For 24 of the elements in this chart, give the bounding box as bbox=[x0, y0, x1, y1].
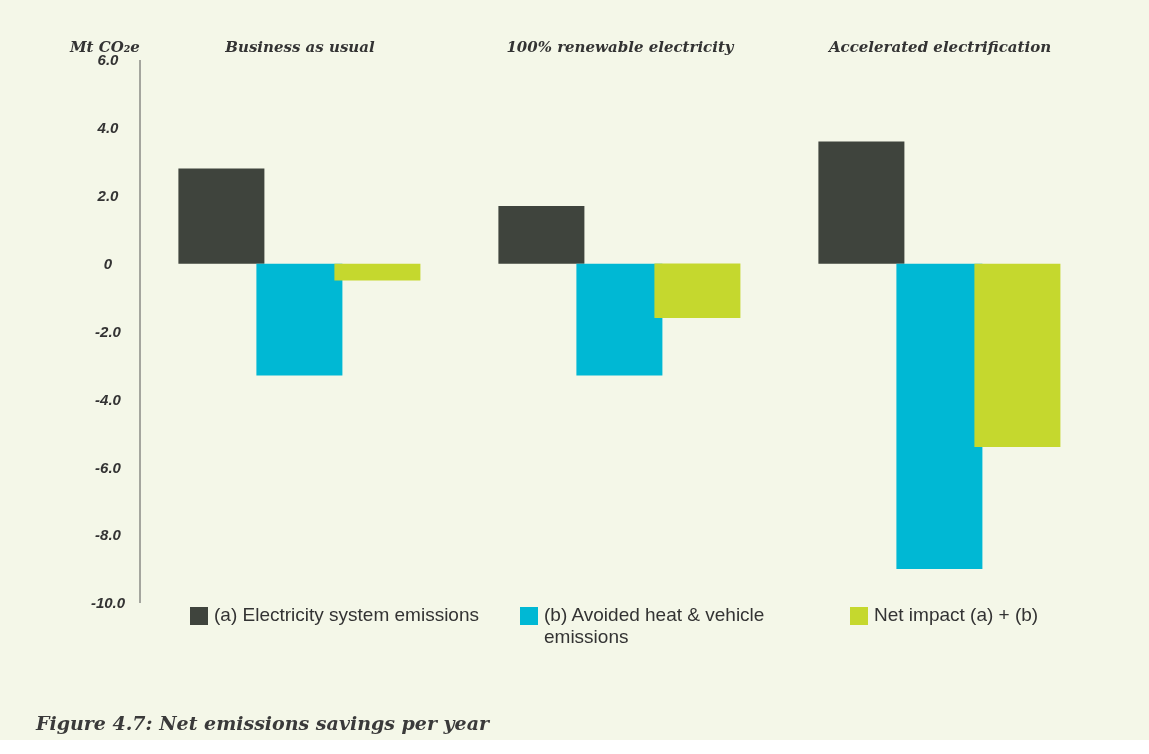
legend-label: Net impact (a) + (b) bbox=[874, 604, 1039, 626]
y-tick-label: 2.0 bbox=[96, 187, 120, 205]
bar bbox=[256, 263, 343, 376]
bar bbox=[498, 205, 585, 264]
x-tick-label: Business as usual bbox=[224, 38, 375, 56]
legend-label: (b) Avoided heat & vehicle emissions bbox=[544, 604, 766, 648]
y-tick-label: -2.0 bbox=[95, 322, 122, 340]
bar bbox=[334, 263, 421, 281]
x-tick-label: Accelerated electrification bbox=[826, 38, 1052, 56]
bar bbox=[654, 263, 741, 318]
bar bbox=[576, 263, 663, 376]
y-tick-label: 0 bbox=[103, 254, 113, 272]
y-tick-label: -10.0 bbox=[90, 594, 126, 612]
bar bbox=[178, 168, 265, 264]
x-tick-label: 100% renewable electricity bbox=[506, 38, 735, 56]
y-tick-label: -4.0 bbox=[95, 390, 122, 408]
bar bbox=[818, 141, 905, 264]
bar bbox=[896, 263, 983, 570]
y-tick-label: 4.0 bbox=[96, 119, 120, 137]
y-tick-label: -6.0 bbox=[95, 458, 122, 476]
bar bbox=[974, 263, 1061, 447]
legend-label: (a) Electricity system emissions bbox=[214, 604, 479, 626]
y-tick-label: -8.0 bbox=[95, 526, 122, 544]
text: Figure 4.7: Net emissions savings per year bbox=[36, 712, 489, 734]
